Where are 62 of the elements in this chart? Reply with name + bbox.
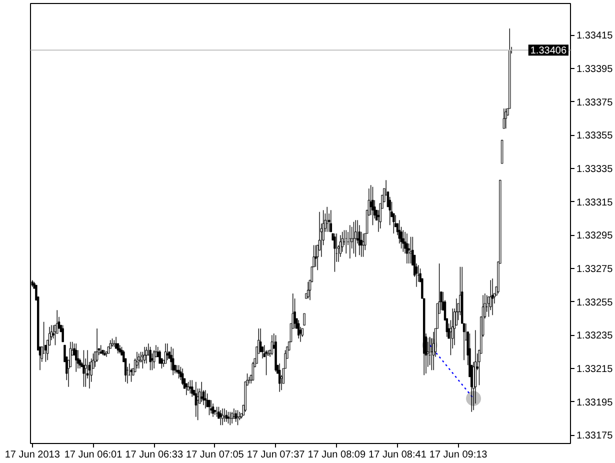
candlestick bbox=[145, 346, 148, 364]
y-tick-label: 1.33235 bbox=[576, 330, 614, 342]
y-tick-label: 1.33295 bbox=[576, 230, 614, 242]
candlestick bbox=[204, 390, 207, 409]
candlestick bbox=[354, 220, 357, 258]
x-tick-label: 17 Jun 07:05 bbox=[186, 450, 244, 460]
candlestick bbox=[189, 380, 192, 394]
candlestick bbox=[180, 366, 182, 381]
candlestick bbox=[75, 343, 78, 372]
candlestick bbox=[230, 411, 234, 424]
candlestick bbox=[178, 364, 180, 379]
y-tick-label: 1.33395 bbox=[576, 64, 614, 75]
candlestick bbox=[200, 381, 203, 402]
candlestick bbox=[221, 408, 224, 426]
candlestick bbox=[410, 236, 412, 264]
candlestick bbox=[164, 343, 167, 364]
x-tick-label: 17 Jun 08:41 bbox=[368, 450, 427, 460]
x-tick-label: 17 Jun 09:13 bbox=[429, 450, 488, 460]
y-tick-label: 1.33195 bbox=[576, 397, 614, 408]
candlestick bbox=[182, 368, 184, 386]
x-tick-label: 17 Jun 07:37 bbox=[246, 450, 306, 460]
x-tick-label: 17 Jun 2013 bbox=[4, 450, 60, 460]
candlestick bbox=[149, 346, 152, 371]
candlestick bbox=[491, 278, 494, 316]
candlestick bbox=[210, 400, 212, 414]
candlestick bbox=[208, 400, 210, 416]
candlestick bbox=[504, 108, 507, 129]
candlestick bbox=[500, 140, 504, 164]
candlestick bbox=[303, 313, 306, 326]
candlestick bbox=[297, 320, 300, 339]
candlestick bbox=[158, 350, 161, 364]
y-tick-label: 1.33275 bbox=[576, 264, 614, 275]
candlestick bbox=[334, 233, 336, 272]
candlestick bbox=[234, 410, 237, 422]
candlestick bbox=[362, 233, 364, 258]
candlestick bbox=[314, 244, 317, 268]
candlestick bbox=[406, 233, 408, 264]
y-tick-label: 1.33415 bbox=[576, 30, 614, 42]
candlestick bbox=[220, 410, 222, 426]
candlestick bbox=[138, 353, 140, 369]
candlestick bbox=[225, 410, 228, 422]
candlestick bbox=[432, 331, 435, 371]
y-tick-label: 1.33375 bbox=[576, 97, 614, 108]
x-tick-label: 17 Jun 06:33 bbox=[125, 450, 184, 460]
candlestick bbox=[372, 186, 374, 226]
ref-line-label: 1.33406 bbox=[530, 46, 567, 57]
x-tick-label: 17 Jun 06:01 bbox=[64, 450, 123, 460]
candlestick bbox=[227, 411, 230, 424]
y-tick-label: 1.33255 bbox=[576, 297, 614, 308]
y-tick-label: 1.33355 bbox=[576, 130, 614, 142]
candlestick bbox=[402, 230, 404, 252]
candlestick bbox=[502, 108, 506, 129]
candlestick bbox=[96, 328, 98, 362]
y-tick-label: 1.33215 bbox=[576, 364, 614, 375]
candlestick bbox=[170, 346, 172, 371]
candlestick bbox=[136, 351, 138, 369]
y-tick-label: 1.33175 bbox=[576, 430, 614, 442]
y-tick-label: 1.33335 bbox=[576, 164, 614, 175]
candlestick bbox=[259, 328, 262, 352]
candlestick bbox=[392, 213, 395, 234]
x-tick-label: 17 Jun 08:09 bbox=[308, 450, 366, 460]
y-tick-label: 1.33315 bbox=[576, 197, 614, 208]
